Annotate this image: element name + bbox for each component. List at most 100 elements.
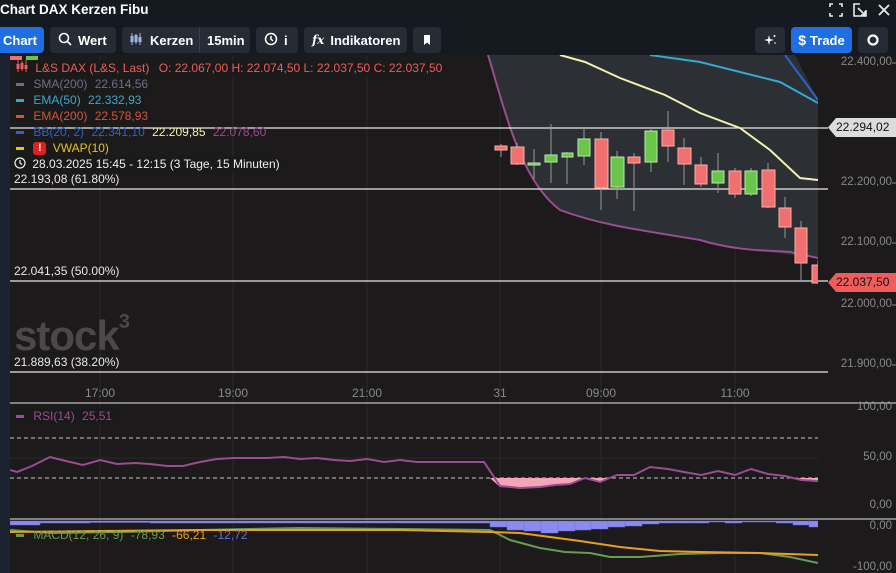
main-series-label: L&S DAX (L&S, Last): [35, 61, 150, 75]
title-bar: Chart DAX Kerzen Fibu: [0, 0, 896, 22]
vwap-label: VWAP(10): [52, 141, 109, 155]
bb-mid-value: 22.209,85: [152, 125, 206, 139]
rsi-oversold-fill: [490, 478, 610, 488]
ema200-value: 22.578,93: [94, 109, 149, 123]
price-tick-22200: 22.200,00: [840, 176, 892, 188]
rsi-tick-50: 50,00: [863, 451, 892, 463]
sma200-value: 22.614,56: [94, 77, 149, 91]
bb-upper-value: 22.341,10: [91, 125, 145, 139]
fullscreen-icon[interactable]: [828, 2, 844, 18]
ema50-swatch: [16, 99, 24, 103]
rsi-swatch: [16, 415, 24, 419]
legend-main-series[interactable]: L&S DAX (L&S, Last) O: 22.067,00 H: 22.0…: [16, 60, 446, 76]
vwap-swatch: [16, 147, 24, 151]
legend-vwap[interactable]: ! VWAP(10): [16, 140, 112, 156]
clock-icon: [264, 32, 278, 49]
ema200-swatch: [16, 115, 24, 119]
rsi-tick-0: 0,00: [869, 499, 892, 511]
bookmark-button[interactable]: [413, 27, 441, 53]
fx-icon: fx: [312, 33, 325, 47]
sma200-label: SMA(200): [33, 77, 88, 91]
price-tick-21900: 21.900,00: [840, 358, 892, 370]
time-tick: 31: [493, 386, 507, 400]
ai-sparkle-button[interactable]: [755, 27, 785, 53]
indicators-label: Indikatoren: [330, 32, 401, 48]
dollar-icon: $: [798, 32, 807, 48]
macd-pane: [10, 520, 818, 564]
ema200-label: EMA(200): [33, 109, 88, 123]
macd-tick-0: 0,00: [869, 520, 892, 532]
trade-label: Trade: [810, 32, 845, 48]
legend-ema200[interactable]: EMA(200) 22.578,93: [16, 108, 152, 124]
price-axis-ticks: [892, 62, 896, 366]
rsi-value: 25,51: [82, 409, 113, 423]
settings-button[interactable]: [858, 27, 888, 53]
price-tick-22000: 22.000,00: [840, 298, 892, 310]
clock-icon: [14, 157, 26, 173]
fibonacci-lines: [10, 127, 828, 373]
rsi-pane: [10, 437, 818, 490]
time-tick: 17:00: [84, 386, 116, 400]
rsi-tick-100: 100,00: [856, 401, 892, 413]
left-edge-strip: [0, 55, 10, 573]
legend-rsi[interactable]: RSI(14) 25,51: [16, 408, 116, 424]
chart-type-button[interactable]: Kerzen 15min: [122, 27, 250, 53]
bb-upper-line: [784, 55, 818, 101]
chart-button[interactable]: Chart: [0, 27, 44, 53]
time-tick: 19:00: [217, 386, 249, 400]
candlesticks: [494, 111, 818, 284]
time-tick: 09:00: [585, 386, 617, 400]
macd-hist-value: -12,72: [213, 528, 248, 542]
sma200-swatch: [16, 83, 24, 87]
indicators-button[interactable]: fx Indikatoren: [304, 27, 407, 53]
search-value-label: Wert: [78, 32, 107, 48]
chart-type-label: Kerzen: [150, 32, 194, 48]
bb-upper-price-tag: 22.294,02: [828, 118, 896, 137]
candlestick-legend-icon: [16, 60, 28, 76]
bb-mid-line: [559, 55, 818, 181]
macd-value: -78,93: [130, 528, 165, 542]
macd-signal-value: -66,21: [172, 528, 207, 542]
legend-range: 28.03.2025 15:45 - 12:15 (3 Tage, 15 Min…: [14, 156, 283, 172]
price-tick-22100: 22.100,00: [840, 236, 892, 248]
bb-swatch: [16, 131, 24, 135]
fib-label-61-8: 22.193,08 (61.80%): [14, 172, 120, 186]
macd-tick-minus100: -100,00: [852, 561, 892, 573]
legend-sma200[interactable]: SMA(200) 22.614,56: [16, 76, 152, 92]
divider: [199, 27, 200, 53]
bb-lower-value: 22.078,60: [212, 125, 267, 139]
warning-icon[interactable]: !: [33, 142, 47, 156]
close-icon[interactable]: [876, 2, 892, 18]
bb-label: BB(20, 2): [33, 125, 85, 139]
rsi-label: RSI(14): [33, 409, 75, 423]
macd-signal-line: [10, 529, 818, 556]
stock3-watermark: stock3: [14, 311, 130, 359]
info-label: i: [284, 32, 288, 48]
interval-label[interactable]: 15min: [207, 32, 245, 48]
sparkle-icon: [764, 35, 776, 45]
last-price-tag: 22.037,50: [828, 273, 896, 292]
macd-swatch: [16, 534, 24, 538]
search-value-button[interactable]: Wert: [50, 27, 116, 53]
detach-window-icon[interactable]: [852, 2, 868, 18]
settings-icon: [867, 34, 879, 46]
legend-ema50[interactable]: EMA(50) 22.332,93: [16, 92, 145, 108]
ema50-label: EMA(50): [33, 93, 81, 107]
legend-bollinger[interactable]: BB(20, 2) 22.341,10 22.209,85 22.078,60: [16, 124, 269, 140]
legend-macd[interactable]: MACD(12, 26, 9) -78,93 -66,21 -12,72: [16, 527, 251, 543]
search-icon: [58, 32, 72, 49]
bb-lower-line: [487, 55, 818, 259]
time-tick: 21:00: [351, 386, 383, 400]
time-tick: 11:00: [720, 386, 750, 400]
trade-button[interactable]: $ Trade: [791, 27, 852, 53]
fib-label-50: 22.041,35 (50.00%): [14, 264, 120, 278]
macd-label: MACD(12, 26, 9): [33, 528, 124, 542]
range-text: 28.03.2025 15:45 - 12:15 (3 Tage, 15 Min…: [32, 157, 280, 171]
chart-button-label: Chart: [3, 32, 37, 48]
time-info-button[interactable]: i: [256, 27, 298, 53]
window-title: Chart DAX Kerzen Fibu: [0, 2, 149, 17]
main-series-ohlc: O: 22.067,00 H: 22.074,50 L: 22.037,50 C…: [158, 61, 443, 75]
toolbar: Chart Wert Kerzen 15min i fx Indikatoren: [0, 27, 896, 53]
